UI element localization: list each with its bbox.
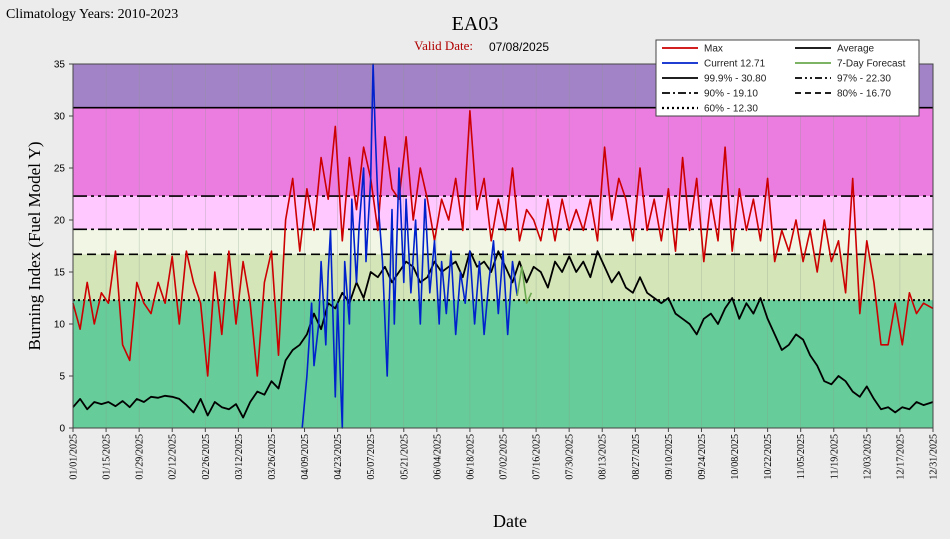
legend-label-99-9-30-80: 99.9% - 30.80 [704, 74, 767, 85]
y-axis-label: Burning Index (Fuel Model Y) [25, 141, 44, 350]
plot-area [72, 63, 934, 429]
series-line-current-12-71 [301, 63, 518, 429]
x-tick-label: 04/09/2025 [300, 434, 311, 480]
series-line-max [72, 110, 934, 377]
x-tick-label: 03/26/2025 [267, 434, 278, 480]
legend-label-90-19-10: 90% - 19.10 [704, 89, 758, 100]
x-tick-label: 10/08/2025 [730, 434, 741, 480]
x-tick-label: 07/02/2025 [499, 434, 510, 480]
x-tick-label: 04/23/2025 [333, 434, 344, 480]
x-tick-label: 02/12/2025 [168, 434, 179, 480]
x-tick-label: 05/07/2025 [366, 434, 377, 480]
y-tick-label: 15 [54, 268, 66, 279]
series-line-7-day-forecast [516, 265, 533, 305]
x-tick-label: 12/31/2025 [929, 434, 940, 480]
chart-title: EA03 [452, 13, 499, 35]
x-tick-label: 02/26/2025 [201, 434, 212, 480]
x-tick-label: 08/27/2025 [631, 434, 642, 480]
legend-label-97-22-30: 97% - 22.30 [837, 74, 891, 85]
y-axis: 0 5 10 15 20 25 30 35 [54, 60, 73, 435]
x-tick-label: 06/04/2025 [432, 434, 443, 480]
x-tick-label: 11/19/2025 [829, 434, 840, 479]
x-tick-label: 03/12/2025 [234, 434, 245, 480]
climatology-label: Climatology Years: 2010-2023 [6, 7, 178, 22]
x-tick-label: 05/21/2025 [399, 434, 410, 480]
legend-label-60-12-30: 60% - 12.30 [704, 104, 758, 115]
y-tick-label: 10 [54, 320, 66, 331]
x-tick-label: 01/15/2025 [102, 434, 113, 480]
x-tick-label: 01/01/2025 [69, 434, 80, 480]
x-tick-label: 01/29/2025 [135, 434, 146, 480]
legend-label-7-day-forecast: 7-Day Forecast [837, 59, 906, 70]
y-tick-label: 0 [59, 424, 65, 435]
x-tick-label: 12/17/2025 [895, 434, 906, 480]
legend-label-80-16-70: 80% - 16.70 [837, 89, 891, 100]
y-tick-label: 20 [54, 216, 66, 227]
x-tick-label: 06/18/2025 [465, 434, 476, 480]
x-tick-label: 12/03/2025 [862, 434, 873, 480]
x-tick-label: 08/13/2025 [598, 434, 609, 480]
x-tick-label: 09/24/2025 [697, 434, 708, 480]
x-tick-label: 11/05/2025 [796, 434, 807, 479]
legend-box [655, 39, 920, 117]
x-tick-label: 07/30/2025 [565, 434, 576, 480]
x-tick-label: 10/22/2025 [763, 434, 774, 480]
legend: Max Average Current 12.71 7-Day Forecast 99.… [655, 39, 920, 117]
y-tick-label: 35 [54, 60, 66, 71]
x-tick-label: 07/16/2025 [532, 434, 543, 480]
x-axis: 01/01/2025 01/15/2025 01/29/2025 02/12/2025… [69, 428, 940, 480]
legend-label-average: Average [837, 44, 875, 55]
legend-label-current-12-71: Current 12.71 [704, 59, 766, 70]
x-tick-label: 09/10/2025 [664, 434, 675, 480]
valid-date-label: Valid Date: [414, 38, 473, 53]
y-tick-label: 30 [54, 112, 66, 123]
x-axis-label: Date [493, 511, 527, 531]
valid-date-value: 07/08/2025 [489, 40, 549, 54]
y-tick-label: 25 [54, 164, 66, 175]
legend-label-max: Max [704, 44, 723, 55]
y-tick-label: 5 [59, 372, 65, 383]
